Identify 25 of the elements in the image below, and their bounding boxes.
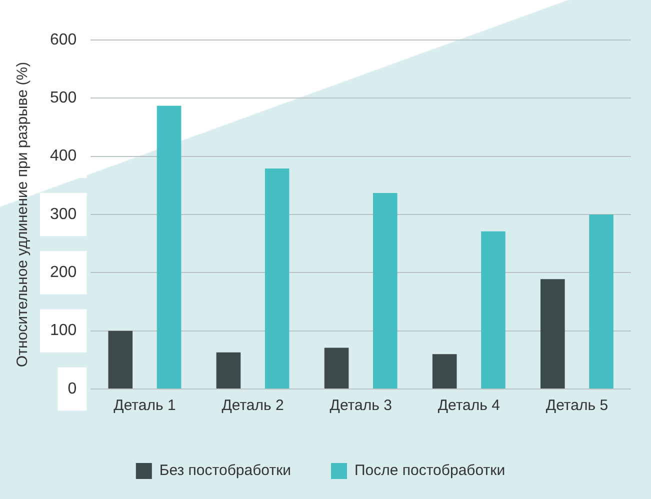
- x-tick-label: Деталь 3: [330, 397, 392, 414]
- x-tick-label: Деталь 4: [438, 397, 500, 414]
- y-tick-label: 400: [50, 148, 77, 165]
- bar: [432, 354, 457, 388]
- y-tick-label: 500: [50, 90, 77, 107]
- bar: [373, 192, 398, 388]
- x-tick-label: Деталь 2: [222, 397, 284, 414]
- y-tick-label: 0: [68, 380, 77, 398]
- x-tick-label: Деталь 5: [546, 397, 608, 414]
- bar: [324, 348, 349, 388]
- y-tick-label: 300: [50, 206, 77, 223]
- y-tick-label: 200: [50, 264, 77, 282]
- bar: [264, 168, 290, 388]
- y-axis-title: Относительное удлинение при разрыве (%): [14, 62, 32, 368]
- bar: [216, 352, 241, 388]
- bar: [481, 231, 506, 388]
- bar: [540, 279, 565, 388]
- bar: [156, 106, 182, 388]
- y-tick-label: 600: [50, 31, 77, 48]
- legend-label: После постобработки: [354, 462, 506, 480]
- bar: [589, 214, 614, 388]
- x-tick-label: Деталь 1: [114, 397, 176, 414]
- bar: [108, 330, 133, 388]
- y-tick-label: 100: [50, 322, 77, 340]
- legend-label: Без постобработки: [159, 462, 292, 480]
